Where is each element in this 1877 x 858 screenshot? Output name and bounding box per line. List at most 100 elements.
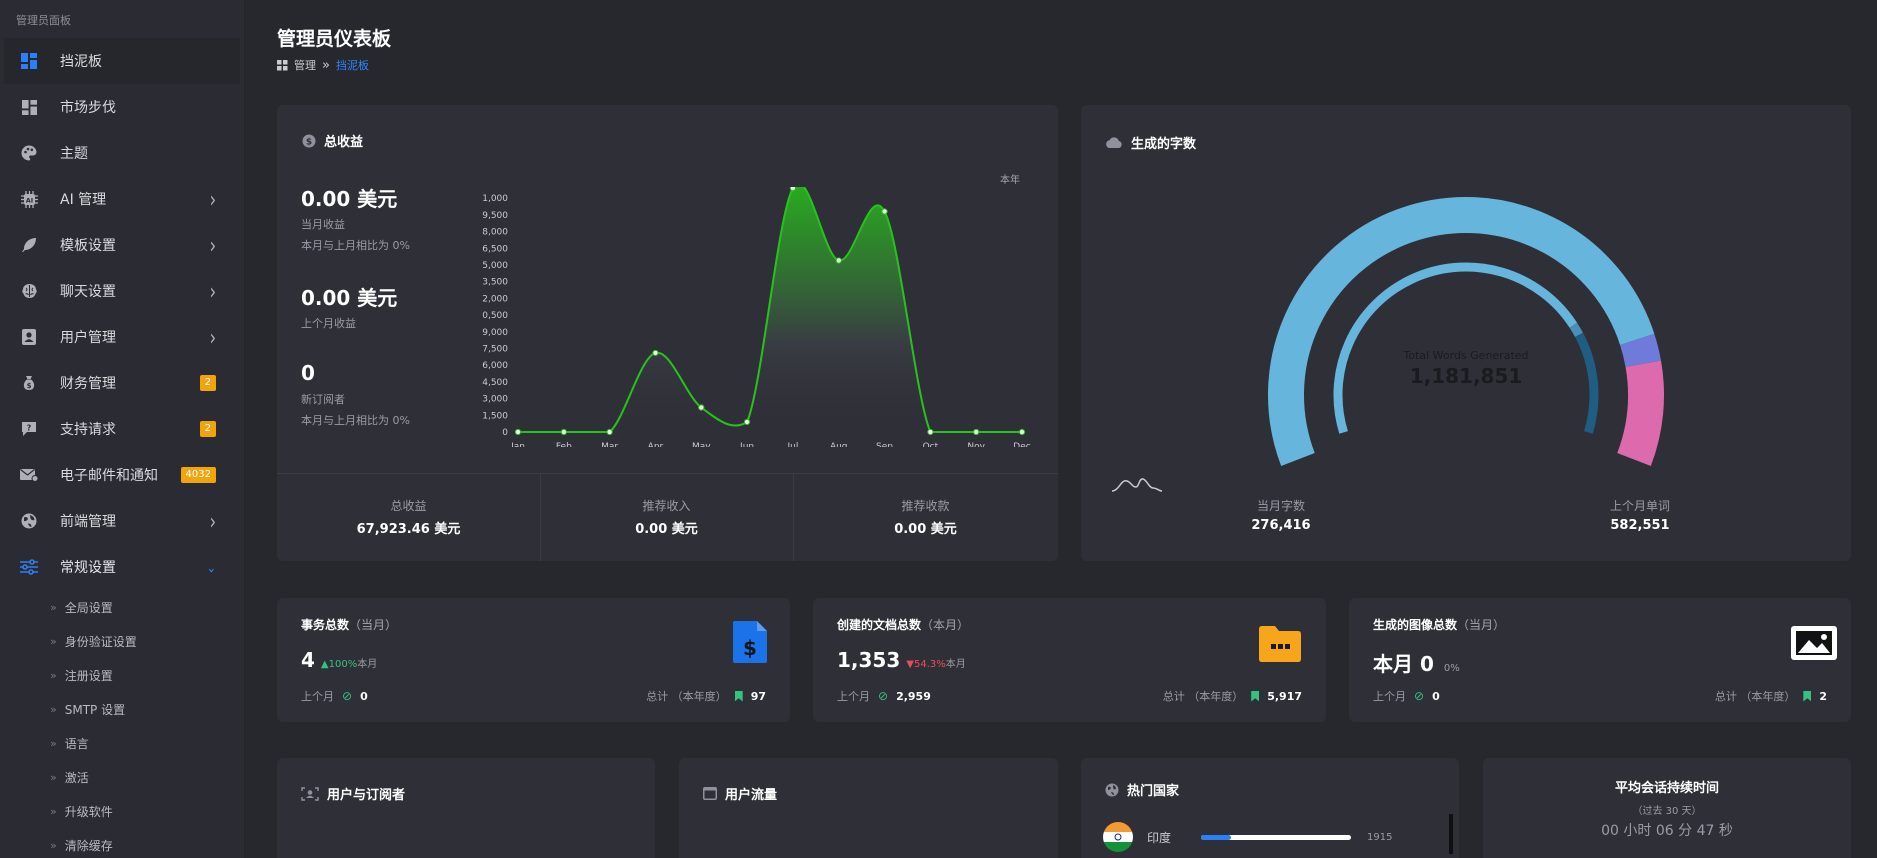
sidebar-item-0[interactable]: 挡泥板 <box>4 38 240 84</box>
sliders-icon <box>18 556 40 578</box>
globe-icon <box>1105 783 1119 796</box>
gauge-inner-segment-dark <box>1575 332 1599 434</box>
words-last-value: 582,551 <box>1610 518 1670 533</box>
dashboard-icon <box>18 50 40 72</box>
footer-total-revenue-value: 67,923.46 美元 <box>356 522 461 537</box>
sidebar-item-6[interactable]: 用户管理 › <box>4 314 240 360</box>
gauge-outer-segment-pink <box>1617 360 1664 466</box>
sidebar-item-5[interactable]: 聊天设置 › <box>4 268 240 314</box>
words-title-text: 生成的字数 <box>1131 137 1197 152</box>
data-point[interactable] <box>927 428 934 436</box>
chevron-down-icon: ⌄ <box>206 557 216 577</box>
sidebar-item-2[interactable]: 主题 <box>4 130 240 176</box>
gauge-inner-segment-mid <box>1569 322 1583 338</box>
invoice-dollar-icon: $ <box>733 621 767 663</box>
sidebar-item-label: 财务管理 <box>60 376 116 392</box>
stat-value-row: 本月 0 0% <box>1373 648 1460 677</box>
total-value: 5,917 <box>1267 689 1302 703</box>
sidebar-item-4[interactable]: 模板设置 › <box>4 222 240 268</box>
bullet-icon: » <box>50 804 57 818</box>
total-label: 总计 （本年度） <box>1714 690 1796 703</box>
last-value: 2,959 <box>896 689 931 703</box>
sidebar-item-10[interactable]: 前端管理 › <box>4 498 240 544</box>
sidebar-item-1[interactable]: 市场步伐 <box>4 84 240 130</box>
sparkline-icon <box>1111 478 1163 492</box>
revenue-period-label[interactable]: 本年 <box>1000 175 1020 186</box>
breadcrumb-separator: » <box>322 57 330 73</box>
submenu-item-1[interactable]: » 身份验证设置 <box>0 624 244 658</box>
submenu-item-5[interactable]: » 激活 <box>0 760 244 794</box>
breadcrumb-root[interactable]: 管理 <box>294 59 316 72</box>
revenue-divider <box>277 473 1058 474</box>
last-month-label: 上个月收益 <box>301 317 356 330</box>
bookmark-icon <box>734 690 743 702</box>
submenu-item-label: SMTP 设置 <box>64 702 126 717</box>
new-subs-label: 新订阅者 <box>301 393 345 406</box>
data-point[interactable] <box>606 428 613 436</box>
bookmark-icon <box>1803 690 1812 702</box>
gauge-center-label: Total Words Generated <box>1403 349 1529 362</box>
last-label: 上个月 <box>837 690 870 703</box>
x-tick-label: Feb <box>556 442 572 447</box>
count-badge: 2 <box>199 375 216 391</box>
palette-icon <box>18 142 40 164</box>
revenue-chart: 0 1,500 3,000 4,500 6,000 7,500 9,000 10,500 12,… <box>482 187 1031 447</box>
sidebar-item-label: 支持请求 <box>60 422 116 438</box>
data-point[interactable] <box>652 349 659 357</box>
submenu-item-2[interactable]: » 注册设置 <box>0 658 244 692</box>
x-tick-label: Sep <box>876 442 893 447</box>
sidebar-item-8[interactable]: ? 支持请求 2 <box>4 406 240 452</box>
data-point[interactable] <box>789 187 797 192</box>
submenu-item-4[interactable]: » 语言 <box>0 726 244 760</box>
x-tick-label: Dec <box>1013 442 1030 447</box>
submenu-item-0[interactable]: » 全局设置 <box>0 590 244 624</box>
data-point[interactable] <box>881 208 888 215</box>
bullet-icon: » <box>50 702 57 716</box>
svg-text:$: $ <box>27 382 32 390</box>
submenu-item-label: 升级软件 <box>64 804 113 819</box>
data-point[interactable] <box>560 428 567 436</box>
brain-icon <box>18 280 40 302</box>
image-icon <box>1791 626 1837 660</box>
data-point[interactable] <box>743 418 751 426</box>
submenu-item-6[interactable]: » 升级软件 <box>0 794 244 828</box>
stat-title: 生成的图像总数（当月） <box>1373 616 1505 633</box>
x-tick-label: Jan <box>510 442 525 447</box>
stat-value-row: 4 ▲100%本月 <box>301 648 377 672</box>
breadcrumb-current[interactable]: 挡泥板 <box>335 59 369 72</box>
sidebar-item-7[interactable]: $ 财务管理 2 <box>4 360 240 406</box>
stat-last-row: 上个月 ⊘ 0 <box>1373 688 1440 704</box>
data-point[interactable] <box>835 257 842 264</box>
footer-total-revenue: 总收益 67,923.46 美元 <box>277 497 540 537</box>
india-flag-icon <box>1103 822 1133 852</box>
y-tick-label: 15,000 <box>482 261 508 271</box>
last-label: 上个月 <box>301 690 334 703</box>
sidebar-item-11[interactable]: 常规设置 ⌄ <box>4 544 240 590</box>
country-row: 印度 1915 <box>1103 822 1433 852</box>
users-subscribers-card: 用户与订阅者 <box>277 758 655 858</box>
feather-icon <box>18 234 40 256</box>
data-point[interactable] <box>514 428 522 436</box>
scrollbar-thumb[interactable] <box>1449 814 1453 854</box>
stat-card-images: 生成的图像总数（当月） 本月 0 0% 上个月 ⊘ 0 总计 （本年度） 2 <box>1349 598 1851 722</box>
users-scan-icon <box>301 786 319 801</box>
submenu-item-7[interactable]: » 清除缓存 <box>0 828 244 858</box>
sidebar-item-3[interactable]: AI AI 管理 › <box>4 176 240 222</box>
stat-title-text: 事务总数 <box>301 618 350 632</box>
submenu-item-3[interactable]: » SMTP 设置 <box>0 692 244 726</box>
data-point[interactable] <box>1018 428 1026 436</box>
data-point[interactable] <box>973 428 980 436</box>
sidebar-item-9[interactable]: 电子邮件和通知 4032 <box>4 452 240 498</box>
data-point[interactable] <box>698 404 705 411</box>
country-name: 印度 <box>1147 830 1172 845</box>
footer-referral-income: 推荐收入 0.00 美元 <box>540 497 793 537</box>
submenu-item-label: 注册设置 <box>64 668 113 683</box>
revenue-footer-sep-2 <box>793 474 794 561</box>
svg-text:AI: AI <box>25 196 32 204</box>
current-month-compare: 本月与上月相比为 0% <box>301 239 410 252</box>
breadcrumb: 管理 » 挡泥板 <box>277 57 369 73</box>
current-month-value: 0.00 美元 <box>301 187 398 211</box>
sidebar: 管理员面板 挡泥板 市场步伐 主题 AI AI 管理 › 模板设置 › 聊天设置 › 用户管理 › $ 财… <box>0 0 245 858</box>
user-traffic-title: 用户流量 <box>703 784 777 803</box>
dollar-circle-icon: $ <box>302 134 316 147</box>
